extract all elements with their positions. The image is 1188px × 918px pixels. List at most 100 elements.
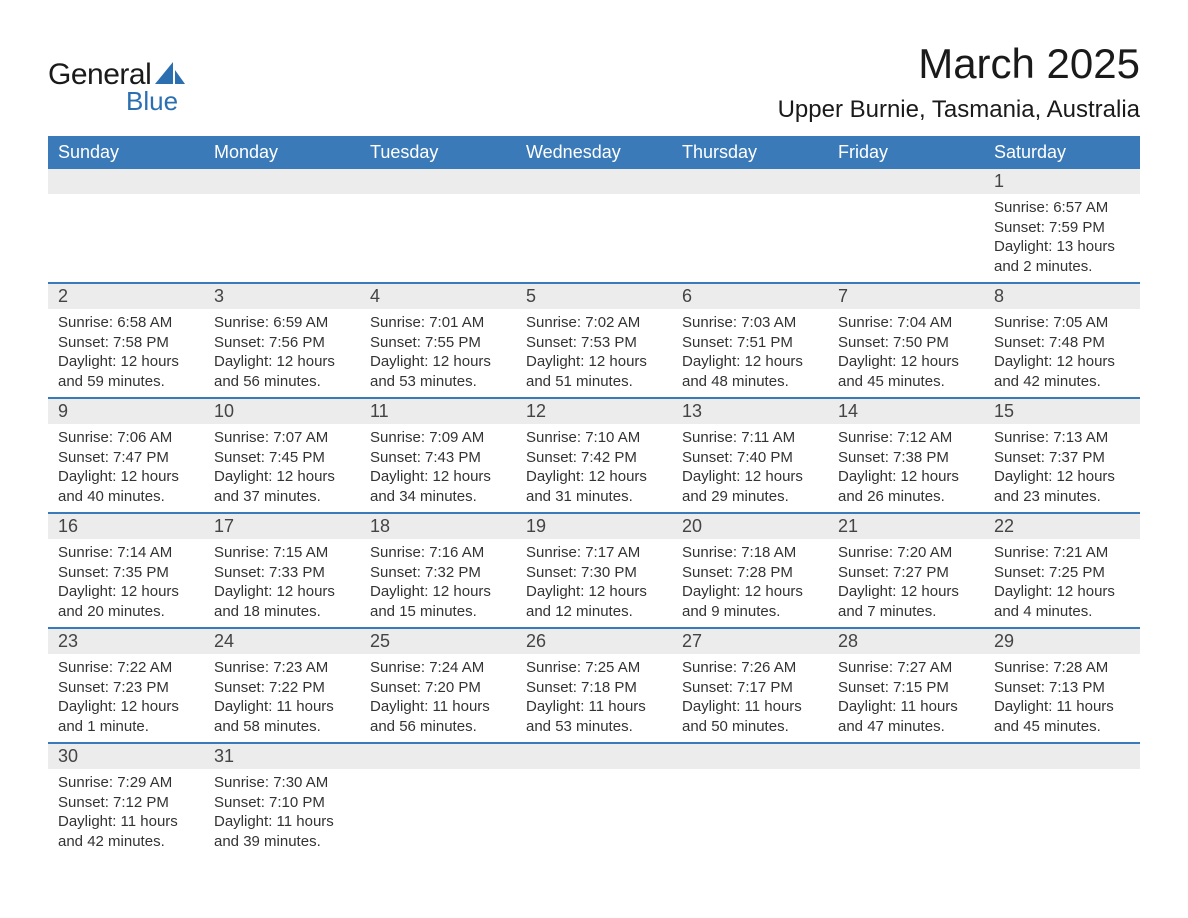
day-data-cell: Sunrise: 7:12 AMSunset: 7:38 PMDaylight:… — [828, 424, 984, 513]
day-number: 29 — [984, 629, 1140, 654]
sunset-line: Sunset: 7:50 PM — [838, 334, 949, 351]
daydata-row: Sunrise: 7:14 AMSunset: 7:35 PMDaylight:… — [48, 539, 1140, 628]
logo-word-blue: Blue — [126, 86, 185, 117]
daydata-row: Sunrise: 7:22 AMSunset: 7:23 PMDaylight:… — [48, 654, 1140, 743]
day-data-cell: Sunrise: 6:59 AM Sunset: 7:56 PM Daylight:… — [204, 309, 360, 398]
day-number: 23 — [48, 629, 204, 654]
daylight-line: Daylight: 11 hours and 47 minutes. — [838, 698, 958, 735]
day-number: 22 — [984, 514, 1140, 539]
sunset-line: Sunset: 7:59 PM — [994, 219, 1105, 236]
sunrise-line: Sunrise: 7:01 AM — [370, 314, 484, 331]
day-data: Sunrise: 7:24 AMSunset: 7:20 PMDaylight:… — [360, 654, 516, 742]
sunset-line: Sunset: 7:18 PM — [526, 679, 637, 696]
day-data-cell: Sunrise: 7:07 AMSunset: 7:45 PMDaylight:… — [204, 424, 360, 513]
daylight-line: Daylight: 12 hours and 45 minutes. — [838, 353, 959, 390]
day-number-cell: 30 — [48, 743, 204, 769]
day-data-cell — [672, 194, 828, 283]
sunset-line: Sunset: 7:51 PM — [682, 334, 793, 351]
day-data: Sunrise: 6:59 AM Sunset: 7:56 PM Daylight:… — [204, 309, 360, 397]
day-data: Sunrise: 6:58 AMSunset: 7:58 PMDaylight:… — [48, 309, 204, 397]
sunrise-line: Sunrise: 7:02 AM — [526, 314, 640, 331]
day-number: 2 — [48, 284, 204, 309]
sunrise-line: Sunrise: 7:23 AM — [214, 659, 328, 676]
sunset-line: Sunset: 7:17 PM — [682, 679, 793, 696]
sunset-line: Sunset: 7:48 PM — [994, 334, 1105, 351]
day-number-cell: 27 — [672, 628, 828, 654]
day-number-cell: 9 — [48, 398, 204, 424]
day-data-cell — [984, 769, 1140, 857]
sunrise-line: Sunrise: 7:09 AM — [370, 429, 484, 446]
sunrise-line: Sunrise: 7:27 AM — [838, 659, 952, 676]
daydata-row: Sunrise: 7:29 AMSunset: 7:12 PMDaylight:… — [48, 769, 1140, 857]
day-number: 9 — [48, 399, 204, 424]
day-number-cell: 1 — [984, 169, 1140, 194]
sunrise-line: Sunrise: 6:58 AM — [58, 314, 172, 331]
day-number: 19 — [516, 514, 672, 539]
sunrise-line: Sunrise: 7:30 AM — [214, 774, 328, 791]
day-number: 28 — [828, 629, 984, 654]
daynum-row: 23242526272829 — [48, 628, 1140, 654]
daylight-line: Daylight: 12 hours and 53 minutes. — [370, 353, 491, 390]
day-data-cell — [828, 769, 984, 857]
daylight-line: Daylight: 12 hours and 4 minutes. — [994, 583, 1115, 620]
day-number-cell: 20 — [672, 513, 828, 539]
daylight-line: Daylight: 12 hours and 51 minutes. — [526, 353, 647, 390]
sunrise-line: Sunrise: 7:18 AM — [682, 544, 796, 561]
day-data-cell: Sunrise: 7:29 AMSunset: 7:12 PMDaylight:… — [48, 769, 204, 857]
day-data: Sunrise: 7:23 AMSunset: 7:22 PMDaylight:… — [204, 654, 360, 742]
day-data-cell: Sunrise: 7:22 AMSunset: 7:23 PMDaylight:… — [48, 654, 204, 743]
day-number-cell — [360, 743, 516, 769]
sunrise-line: Sunrise: 7:13 AM — [994, 429, 1108, 446]
day-number-cell: 15 — [984, 398, 1140, 424]
sunset-line: Sunset: 7:27 PM — [838, 564, 949, 581]
daynum-row: 16171819202122 — [48, 513, 1140, 539]
sunrise-line: Sunrise: 7:20 AM — [838, 544, 952, 561]
sail-icon — [155, 62, 185, 89]
day-number-cell: 13 — [672, 398, 828, 424]
weekday-header: Tuesday — [360, 136, 516, 169]
day-number-cell — [672, 743, 828, 769]
day-data: Sunrise: 7:09 AMSunset: 7:43 PMDaylight:… — [360, 424, 516, 512]
day-data-cell: Sunrise: 7:01 AMSunset: 7:55 PMDaylight:… — [360, 309, 516, 398]
sunset-line: Sunset: 7:40 PM — [682, 449, 793, 466]
day-number-cell: 26 — [516, 628, 672, 654]
day-data-cell — [516, 769, 672, 857]
day-data-cell: Sunrise: 7:27 AMSunset: 7:15 PMDaylight:… — [828, 654, 984, 743]
day-number: 10 — [204, 399, 360, 424]
day-number-cell: 31 — [204, 743, 360, 769]
day-data-cell: Sunrise: 7:21 AMSunset: 7:25 PMDaylight:… — [984, 539, 1140, 628]
weekday-header-row: Sunday Monday Tuesday Wednesday Thursday… — [48, 136, 1140, 169]
daylight-line: Daylight: 12 hours and 20 minutes. — [58, 583, 179, 620]
day-data: Sunrise: 7:30 AMSunset: 7:10 PMDaylight:… — [204, 769, 360, 857]
day-number: 31 — [204, 744, 360, 769]
sunset-line: Sunset: 7:38 PM — [838, 449, 949, 466]
sunrise-line: Sunrise: 7:25 AM — [526, 659, 640, 676]
daylight-line: Daylight: 11 hours and 42 minutes. — [58, 813, 178, 850]
day-data-cell — [360, 769, 516, 857]
day-data-cell: Sunrise: 7:28 AMSunset: 7:13 PMDaylight:… — [984, 654, 1140, 743]
day-number-cell — [360, 169, 516, 194]
sunrise-line: Sunrise: 6:57 AM — [994, 199, 1108, 216]
daylight-line: Daylight: 11 hours and 50 minutes. — [682, 698, 802, 735]
day-data: Sunrise: 7:05 AMSunset: 7:48 PMDaylight:… — [984, 309, 1140, 397]
sunrise-line: Sunrise: 6:59 AM — [214, 314, 328, 331]
day-number-cell: 10 — [204, 398, 360, 424]
daylight-line: Daylight: 11 hours and 45 minutes. — [994, 698, 1114, 735]
sunset-line: Sunset: 7:47 PM — [58, 449, 169, 466]
sunset-line: Sunset: 7:10 PM — [214, 794, 325, 811]
sunrise-line: Sunrise: 7:14 AM — [58, 544, 172, 561]
daylight-line: Daylight: 12 hours and 1 minute. — [58, 698, 179, 735]
daylight-line: Daylight: 12 hours and 18 minutes. — [214, 583, 335, 620]
sunrise-line: Sunrise: 7:17 AM — [526, 544, 640, 561]
day-number-cell — [828, 169, 984, 194]
daylight-line: Daylight: 12 hours and 7 minutes. — [838, 583, 959, 620]
day-number-cell: 6 — [672, 283, 828, 309]
daylight-line: Daylight: 12 hours and 15 minutes. — [370, 583, 491, 620]
weekday-header: Wednesday — [516, 136, 672, 169]
day-data-cell: Sunrise: 7:04 AMSunset: 7:50 PMDaylight:… — [828, 309, 984, 398]
day-data-cell: Sunrise: 6:58 AMSunset: 7:58 PMDaylight:… — [48, 309, 204, 398]
daylight-line: Daylight: 12 hours and 56 minutes. — [214, 353, 335, 390]
sunset-line: Sunset: 7:56 PM — [214, 334, 325, 351]
day-number: 5 — [516, 284, 672, 309]
day-data-cell: Sunrise: 7:13 AMSunset: 7:37 PMDaylight:… — [984, 424, 1140, 513]
